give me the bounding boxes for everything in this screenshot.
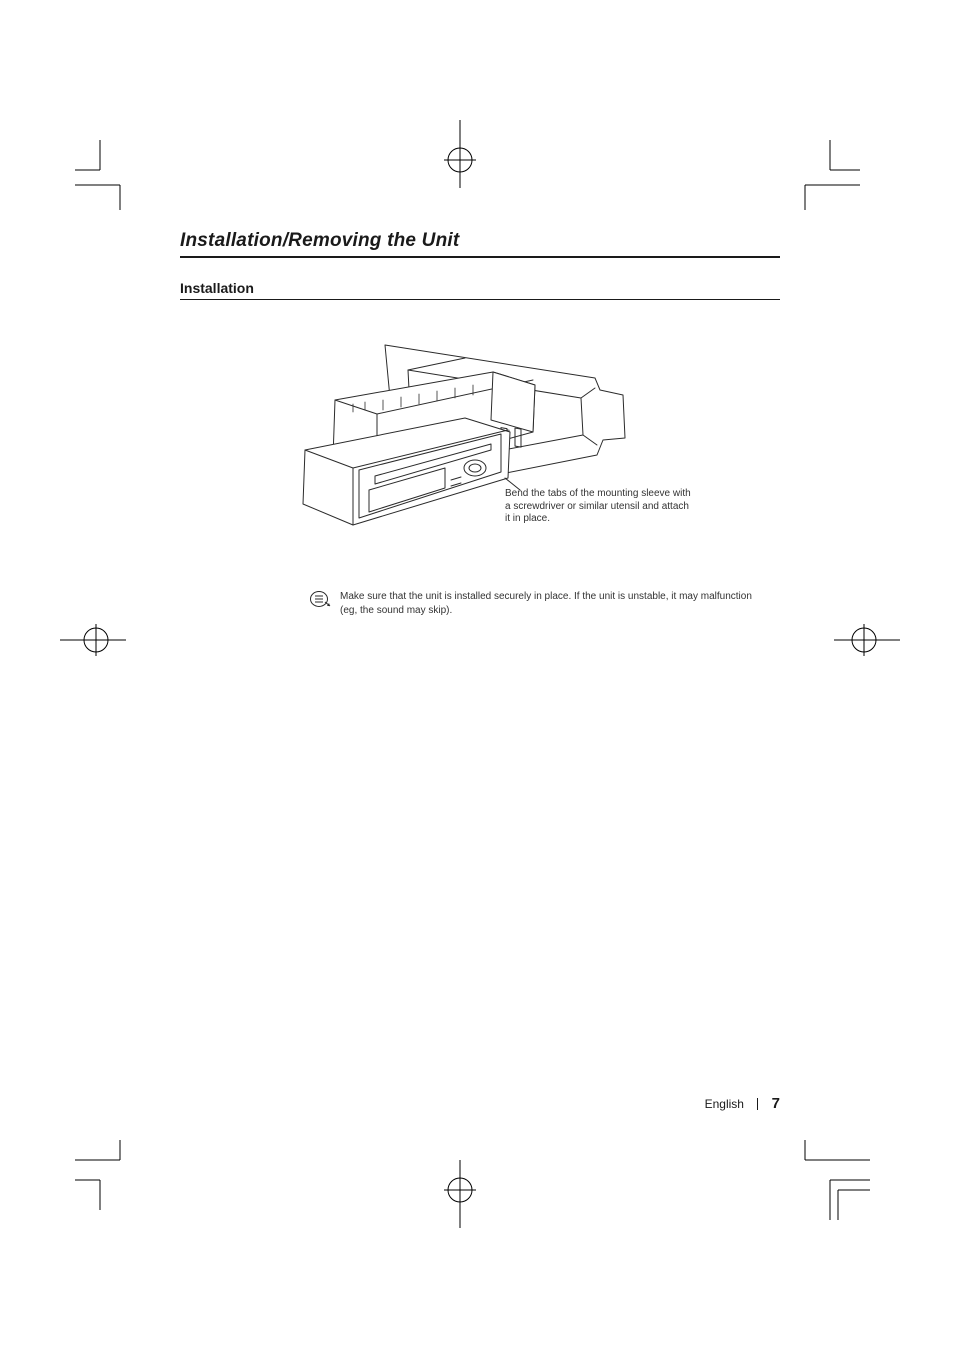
subsection-heading: Installation xyxy=(180,280,780,296)
installation-figure: Bend the tabs of the mounting sleeve wit… xyxy=(265,340,695,560)
section-title: Installation/Removing the Unit xyxy=(180,230,780,252)
note-icon xyxy=(310,591,332,607)
footer-separator xyxy=(757,1098,758,1110)
footer-page-number: 7 xyxy=(772,1095,780,1112)
installation-figure-container: Bend the tabs of the mounting sleeve wit… xyxy=(180,340,780,560)
note-row: Make sure that the unit is installed sec… xyxy=(310,590,760,617)
subsection-row: Installation xyxy=(180,280,780,300)
section-title-row: Installation/Removing the Unit xyxy=(180,230,780,258)
note-text: Make sure that the unit is installed sec… xyxy=(340,590,760,617)
page-footer: English 7 xyxy=(180,1095,780,1112)
figure-caption: Bend the tabs of the mounting sleeve wit… xyxy=(505,488,695,526)
footer-language: English xyxy=(705,1097,744,1111)
